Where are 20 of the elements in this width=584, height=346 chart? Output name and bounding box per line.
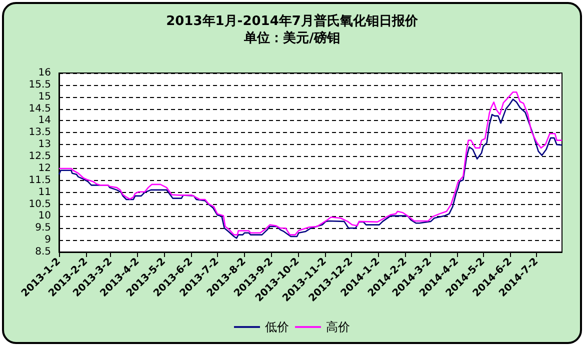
legend-label: 低价 [265,320,289,334]
y-tick-label: 9.5 [35,222,51,234]
y-tick-label: 15 [38,91,51,102]
y-tick-label: 12.5 [28,151,51,162]
legend-label: 高价 [326,320,350,334]
y-tick-label: 15.5 [28,79,51,90]
chart-title: 2013年1月-2014年7月普氏氧化钼日报价 [166,13,419,29]
y-tick-label: 14 [38,115,51,126]
chart-subtitle: 单位：美元/磅钼 [243,30,340,46]
y-tick-label: 13 [38,139,51,150]
y-tick-label: 13.5 [28,127,51,138]
y-tick-label: 11 [38,186,51,198]
y-tick-label: 14.5 [28,103,51,114]
y-tick-label: 16 [38,68,51,78]
y-tick-label: 9 [44,234,51,246]
y-tick-label: 11.5 [28,174,51,186]
y-tick-label: 8.5 [35,246,51,258]
y-tick-label: 12 [38,162,51,174]
y-tick-label: 10.5 [28,198,51,210]
y-tick-label: 10 [38,210,51,222]
